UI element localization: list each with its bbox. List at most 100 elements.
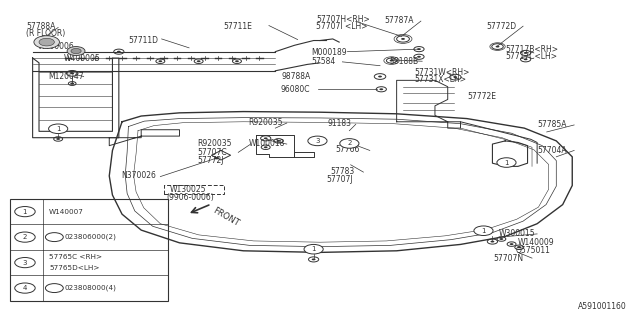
Text: 1: 1 xyxy=(481,228,486,234)
Text: 57584: 57584 xyxy=(312,57,336,66)
Text: (R FLOOR): (R FLOOR) xyxy=(26,29,65,38)
Text: N: N xyxy=(52,235,57,240)
Text: W130025: W130025 xyxy=(170,186,206,195)
Text: M000189: M000189 xyxy=(312,48,348,57)
Text: 1: 1 xyxy=(56,126,60,132)
Circle shape xyxy=(15,283,35,293)
Text: W400005: W400005 xyxy=(63,53,100,62)
Circle shape xyxy=(497,158,516,167)
Text: 3: 3 xyxy=(315,138,320,144)
Text: 3: 3 xyxy=(22,260,28,266)
Text: 57707N: 57707N xyxy=(493,254,524,263)
Circle shape xyxy=(495,46,499,48)
Circle shape xyxy=(70,83,74,84)
Text: W100018: W100018 xyxy=(248,139,285,148)
Text: 57707C: 57707C xyxy=(197,148,227,157)
Text: 57772E: 57772E xyxy=(467,92,496,101)
Text: N: N xyxy=(52,285,57,291)
Circle shape xyxy=(264,137,268,139)
Text: 96080C: 96080C xyxy=(280,85,310,94)
Text: 1: 1 xyxy=(312,246,316,252)
Circle shape xyxy=(235,60,239,62)
Circle shape xyxy=(67,47,85,55)
Circle shape xyxy=(45,284,63,292)
Text: (9906-0006): (9906-0006) xyxy=(167,193,214,202)
Text: 1: 1 xyxy=(504,160,509,165)
Circle shape xyxy=(509,243,513,245)
Text: W400006: W400006 xyxy=(38,42,74,51)
Text: 57707J: 57707J xyxy=(326,175,353,184)
Text: W140007: W140007 xyxy=(49,209,84,215)
Text: W300015: W300015 xyxy=(499,229,536,238)
Circle shape xyxy=(308,136,327,146)
Text: R920035: R920035 xyxy=(197,139,232,148)
Text: 57707I <LH>: 57707I <LH> xyxy=(316,22,367,31)
Text: Q575011: Q575011 xyxy=(515,246,550,255)
Text: 57766: 57766 xyxy=(335,145,360,154)
Text: R920035: R920035 xyxy=(248,118,283,127)
Circle shape xyxy=(34,36,60,49)
Circle shape xyxy=(264,146,268,148)
Circle shape xyxy=(524,58,527,60)
Text: 57717C<LH>: 57717C<LH> xyxy=(505,52,557,60)
Circle shape xyxy=(196,60,200,62)
Text: 2: 2 xyxy=(347,140,351,147)
Circle shape xyxy=(304,244,323,254)
Bar xyxy=(10,199,168,301)
Circle shape xyxy=(490,241,494,243)
Text: 98788A: 98788A xyxy=(282,72,311,81)
Circle shape xyxy=(517,246,521,248)
Text: 57711E: 57711E xyxy=(223,22,252,31)
Circle shape xyxy=(15,258,35,268)
Text: 57765C <RH>: 57765C <RH> xyxy=(49,254,102,260)
Text: 57788A: 57788A xyxy=(26,22,56,31)
Circle shape xyxy=(71,49,81,53)
Circle shape xyxy=(312,259,316,260)
Text: 023808000(4): 023808000(4) xyxy=(65,285,116,291)
Text: W140009: W140009 xyxy=(518,238,555,247)
Text: 57765D<LH>: 57765D<LH> xyxy=(49,265,100,271)
Circle shape xyxy=(56,138,60,140)
Circle shape xyxy=(417,48,421,50)
Circle shape xyxy=(417,56,421,58)
Circle shape xyxy=(276,140,280,142)
Text: 57772J: 57772J xyxy=(197,156,224,165)
Circle shape xyxy=(340,139,359,148)
Circle shape xyxy=(214,157,219,159)
Circle shape xyxy=(39,38,54,46)
Text: 4: 4 xyxy=(23,285,27,291)
Text: 57704A: 57704A xyxy=(537,146,567,155)
Circle shape xyxy=(524,52,527,54)
Circle shape xyxy=(401,38,405,40)
Circle shape xyxy=(380,88,383,90)
Text: 57717B<RH>: 57717B<RH> xyxy=(505,44,558,54)
Circle shape xyxy=(15,232,35,242)
Circle shape xyxy=(474,226,493,236)
Text: 023806000(2): 023806000(2) xyxy=(65,234,116,240)
Text: 57785A: 57785A xyxy=(537,120,566,130)
Text: 57711D: 57711D xyxy=(129,36,159,45)
Text: 91183: 91183 xyxy=(328,119,351,128)
Circle shape xyxy=(49,124,68,133)
Text: 57787A: 57787A xyxy=(384,16,413,25)
Text: 2: 2 xyxy=(23,234,27,240)
Text: 59188B: 59188B xyxy=(389,57,418,66)
Text: 57731X<LH>: 57731X<LH> xyxy=(415,75,467,84)
Text: 57783: 57783 xyxy=(330,167,355,176)
Text: N370026: N370026 xyxy=(121,172,156,180)
Circle shape xyxy=(15,206,35,217)
Text: 57731W<RH>: 57731W<RH> xyxy=(415,68,470,77)
Circle shape xyxy=(159,60,163,62)
Text: M120047: M120047 xyxy=(49,72,84,81)
Circle shape xyxy=(117,51,121,52)
Circle shape xyxy=(454,76,458,78)
Circle shape xyxy=(499,238,503,240)
Text: 57707H<RH>: 57707H<RH> xyxy=(316,15,370,24)
Circle shape xyxy=(390,60,394,61)
Circle shape xyxy=(70,72,74,74)
Circle shape xyxy=(45,233,63,242)
Circle shape xyxy=(378,76,382,77)
Text: A591001160: A591001160 xyxy=(578,302,627,311)
Text: 57772D: 57772D xyxy=(486,22,516,31)
Text: FRONT: FRONT xyxy=(211,206,241,228)
